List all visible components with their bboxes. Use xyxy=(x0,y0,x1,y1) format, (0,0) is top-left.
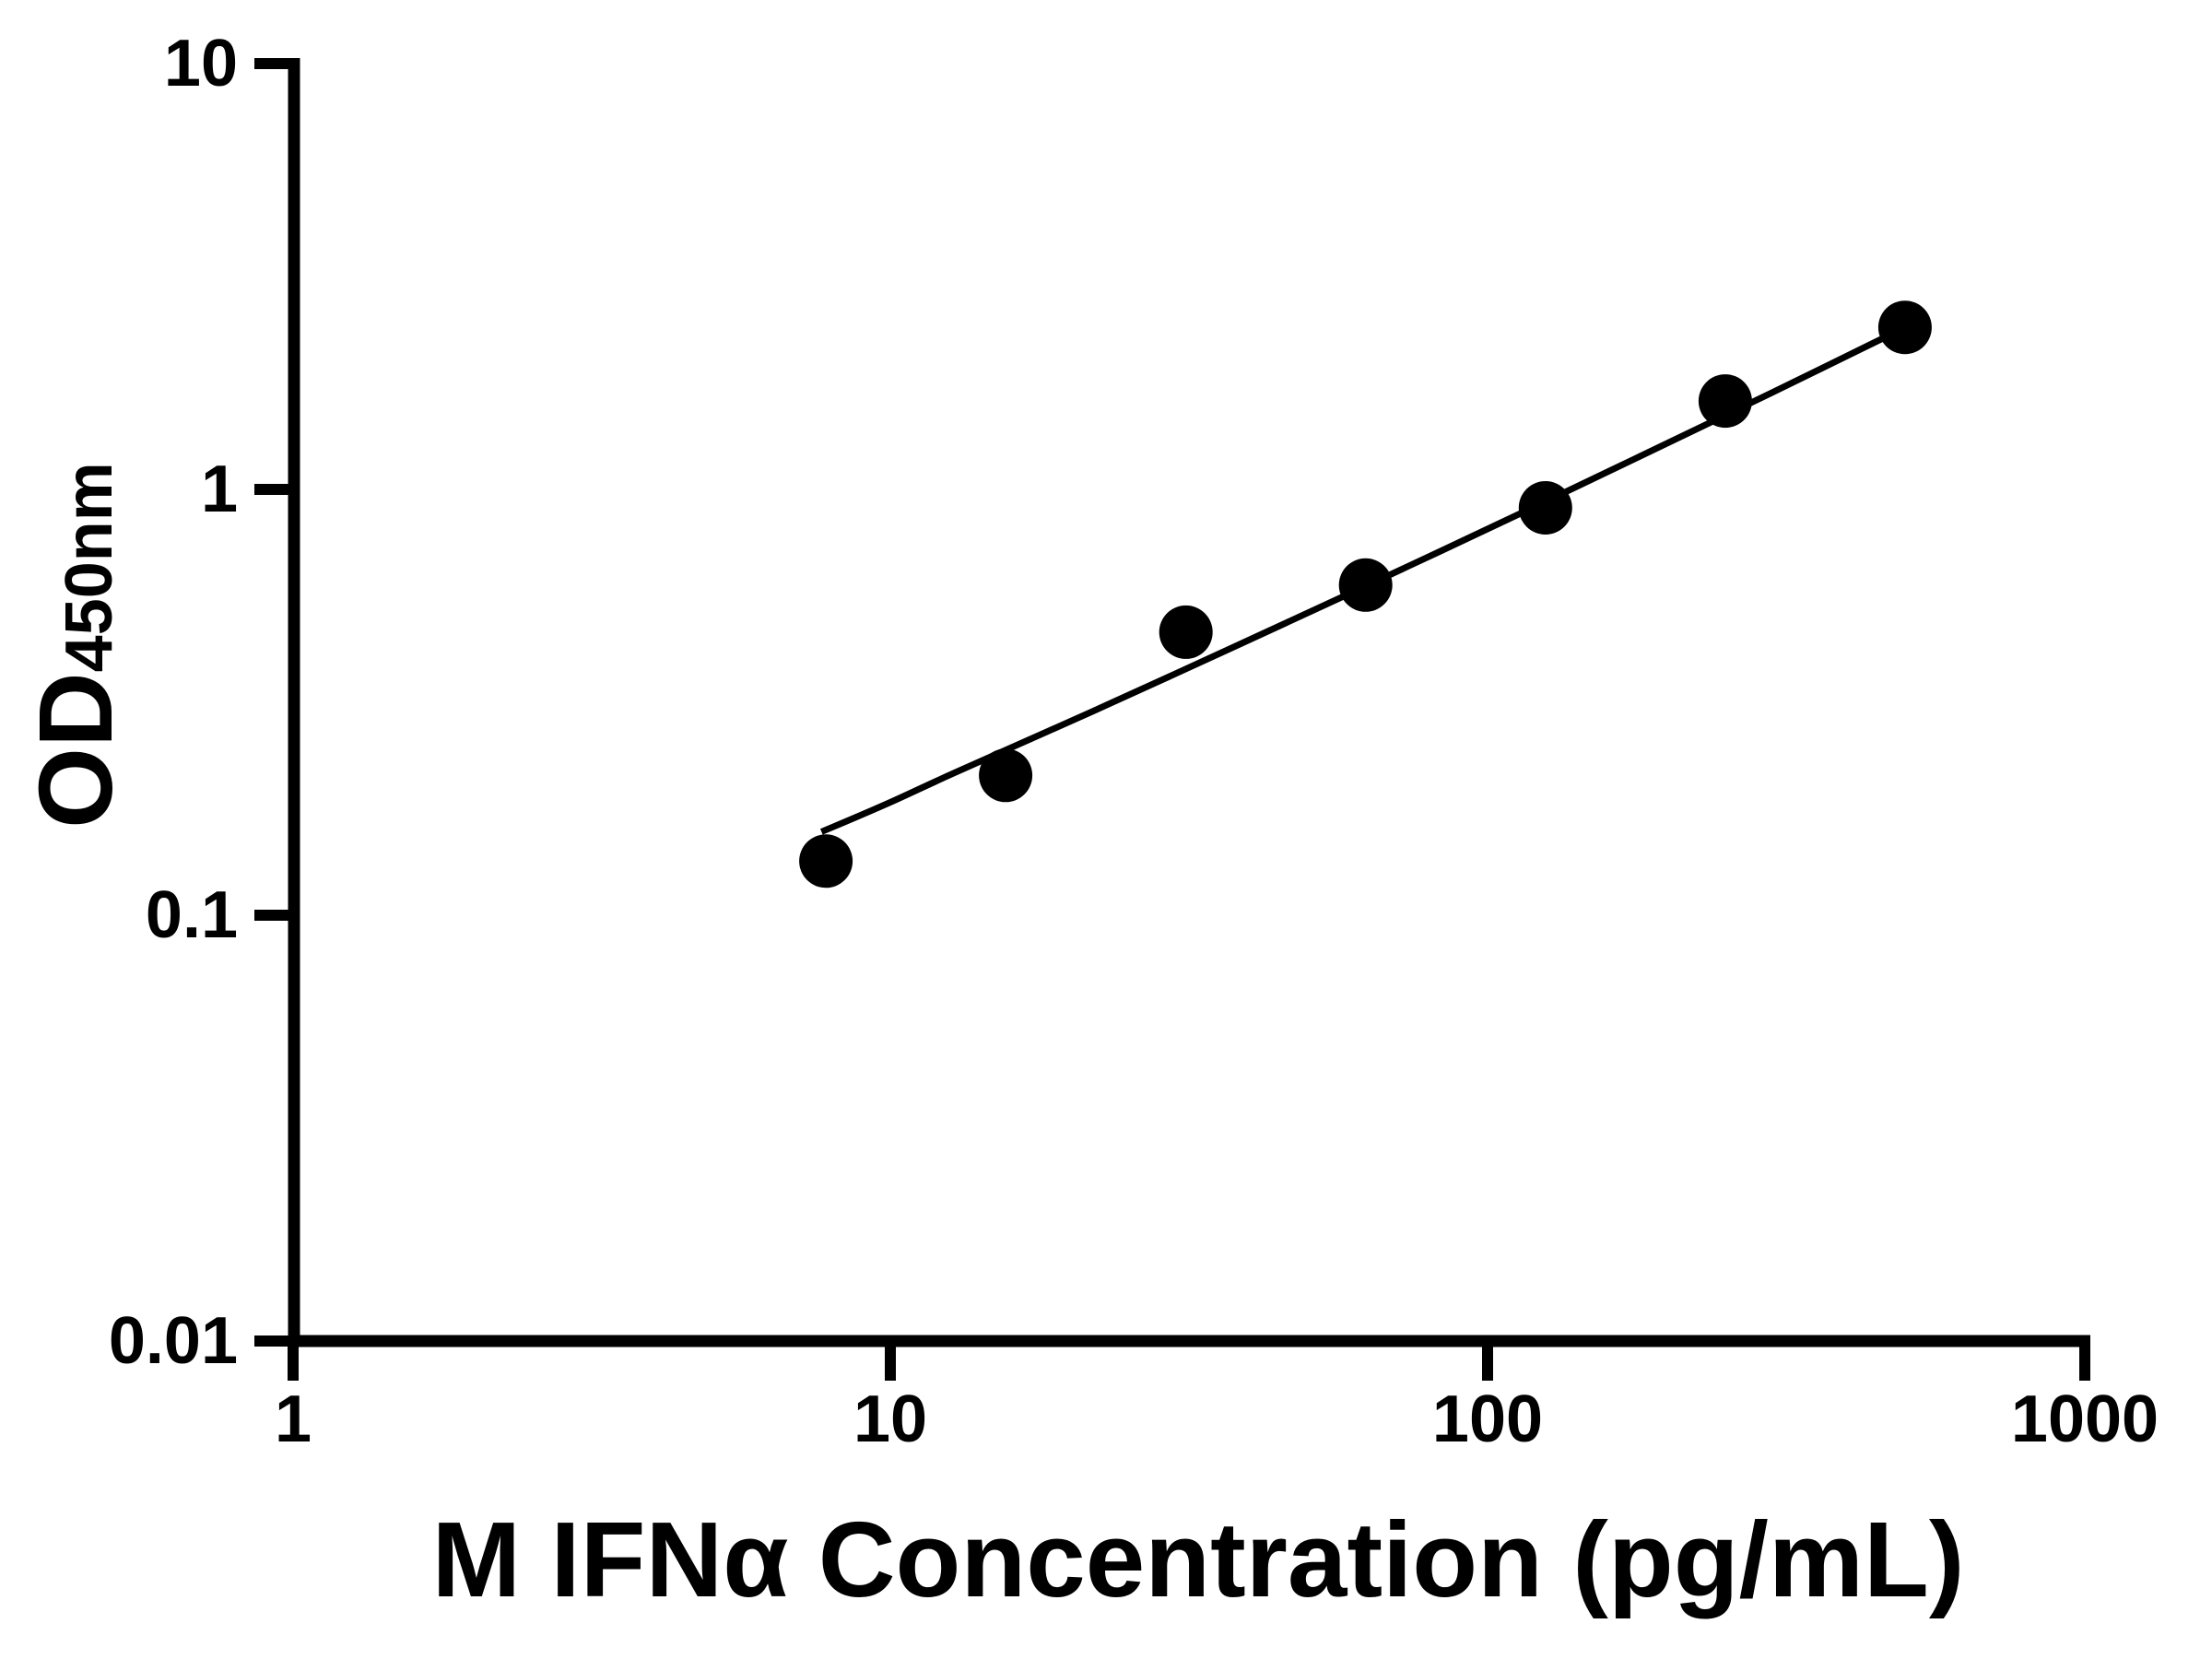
data-point xyxy=(979,748,1033,803)
y-axis-title-subscript: 450nm xyxy=(53,462,126,673)
x-tick-label: 100 xyxy=(1431,1382,1544,1456)
y-tick-label: 0.1 xyxy=(145,878,238,952)
x-tick-label: 10 xyxy=(853,1382,928,1456)
y-tick-label: 10 xyxy=(163,27,238,100)
y-tick-marks xyxy=(254,58,289,1347)
data-point xyxy=(799,834,853,888)
y-axis-title-base: OD xyxy=(18,672,134,829)
x-tick-label: 1000 xyxy=(2010,1382,2159,1456)
data-point xyxy=(1159,605,1213,659)
data-point xyxy=(1338,558,1393,612)
x-tick-marks xyxy=(288,1342,2090,1381)
y-tick-label: 0.01 xyxy=(108,1304,238,1378)
x-axis-title: M IFNα Concentration (pg/mL) xyxy=(431,1500,1965,1619)
data-points xyxy=(799,300,1932,888)
x-tick-label: 1 xyxy=(274,1382,312,1456)
y-tick-label: 1 xyxy=(200,453,238,526)
data-point xyxy=(1877,300,1932,355)
data-point xyxy=(1518,481,1572,535)
y-axis-title: OD450nm xyxy=(13,461,138,830)
data-point xyxy=(1698,374,1752,429)
